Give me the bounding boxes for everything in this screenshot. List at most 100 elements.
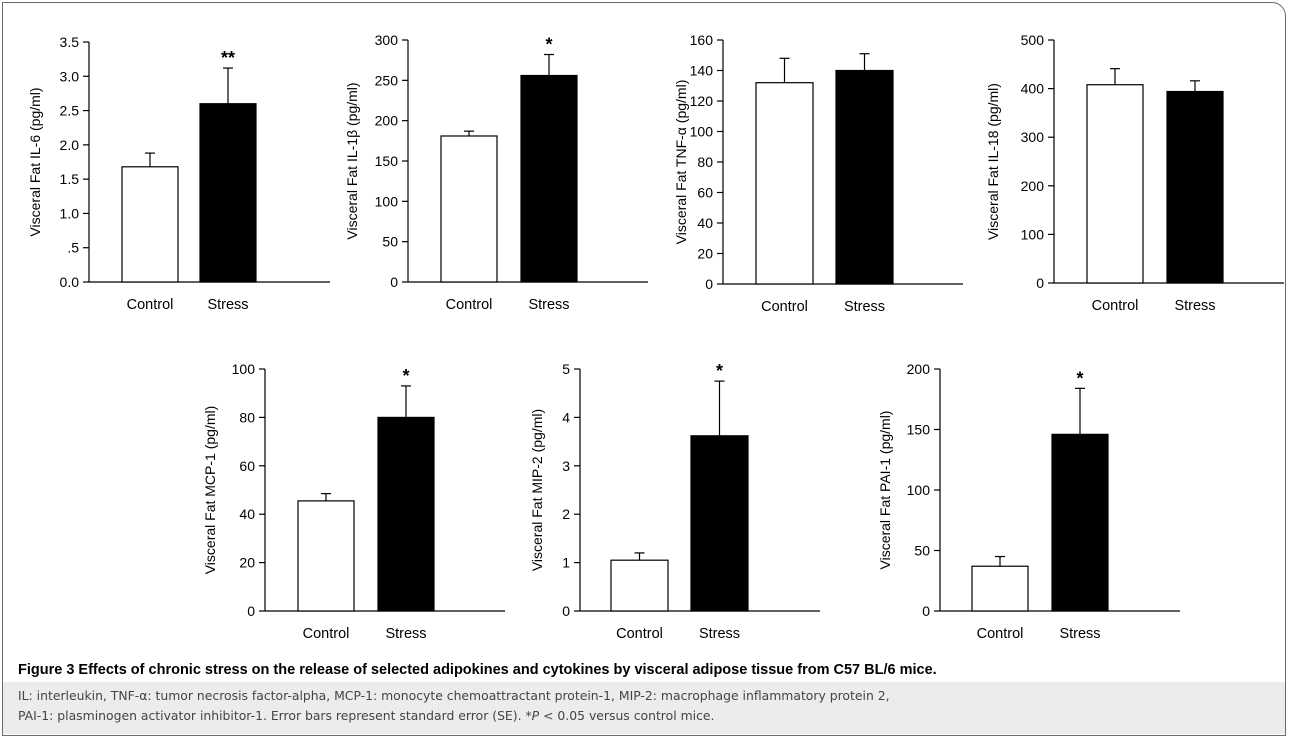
y-tick-label: 20 — [239, 555, 255, 571]
significance-marker: * — [545, 35, 552, 55]
y-tick-label: 0 — [562, 603, 570, 619]
caption-line-2-end: < 0.05 versus control mice. — [539, 708, 715, 723]
y-tick-label: 3.0 — [60, 68, 80, 84]
y-tick-label: 300 — [1021, 129, 1045, 145]
bar-stress — [199, 103, 257, 283]
y-tick-label: 80 — [239, 409, 255, 425]
significance-marker: * — [716, 361, 723, 381]
y-tick-label: 0 — [922, 603, 930, 619]
y-tick-label: 50 — [914, 543, 930, 559]
y-tick-label: 2.0 — [60, 137, 80, 153]
y-tick-label: 20 — [697, 246, 713, 262]
significance-marker: ** — [221, 48, 235, 68]
y-tick-label: 250 — [375, 72, 399, 88]
caption-p-symbol: P — [531, 708, 540, 723]
y-tick-label: 80 — [697, 154, 713, 170]
significance-marker: * — [1076, 368, 1083, 388]
bar-control — [610, 559, 669, 612]
y-tick-label: 100 — [690, 124, 714, 140]
y-axis-label: Visceral Fat MCP-1 (pg/ml) — [202, 406, 218, 575]
y-tick-label: 2.5 — [60, 103, 80, 119]
y-axis-label: Visceral Fat IL-1β (pg/ml) — [344, 82, 360, 239]
y-tick-label: 300 — [375, 32, 399, 48]
x-category-label: Stress — [385, 626, 426, 642]
bar-stress — [690, 435, 749, 612]
y-tick-label: 5 — [562, 361, 570, 377]
y-tick-label: .5 — [67, 240, 79, 256]
chart-panel-7: 0 50 100 150 200 Visceral Fat PAI-1 (pg/ml) Co… — [877, 361, 1180, 642]
y-tick-label: 50 — [382, 234, 398, 250]
y-tick-label: 140 — [690, 63, 714, 79]
x-category-label: Control — [616, 626, 663, 642]
bar-control — [297, 500, 355, 612]
y-axis-label: Visceral Fat IL-18 (pg/ml) — [985, 83, 1001, 240]
y-tick-label: 100 — [907, 482, 931, 498]
y-tick-label: 0.0 — [60, 274, 80, 290]
x-category-label: Control — [977, 626, 1024, 642]
bar-stress — [1051, 433, 1109, 612]
bar-control — [1086, 84, 1144, 284]
x-category-label: Control — [303, 626, 350, 642]
chart-panel-3: 0 20 40 60 80 100 120 140 160 Visceral Fat TNF-α … — [673, 32, 963, 315]
chart-panel-6: 0 1 2 3 4 5 Visceral Fat MIP-2 (pg/ml) Control S… — [529, 361, 820, 642]
x-category-label: Stress — [1174, 298, 1215, 314]
y-tick-label: 150 — [907, 422, 931, 438]
x-category-label: Control — [1092, 298, 1139, 314]
x-category-label: Control — [761, 299, 808, 315]
y-tick-label: 40 — [239, 506, 255, 522]
y-tick-label: 1.0 — [60, 205, 80, 221]
figure-panels: 0.0 .5 1.0 1.5 2.0 2.5 3.0 3.5 Visceral Fat IL-6… — [27, 32, 1284, 642]
x-category-label: Stress — [528, 297, 569, 313]
y-tick-label: 150 — [375, 153, 399, 169]
y-tick-label: 100 — [1021, 226, 1045, 242]
x-category-label: Stress — [207, 297, 248, 313]
x-category-label: Control — [446, 297, 493, 313]
x-category-label: Control — [127, 297, 174, 313]
bar-control — [121, 166, 179, 283]
bar-stress — [835, 69, 894, 285]
bar-control — [755, 82, 814, 285]
caption-line-2: PAI-1: plasminogen activator inhibitor-1… — [18, 706, 1280, 726]
y-tick-label: 3 — [562, 458, 570, 474]
y-tick-label: 3.5 — [60, 34, 80, 50]
y-tick-label: 500 — [1021, 32, 1045, 48]
y-tick-label: 200 — [375, 113, 399, 129]
y-tick-label: 160 — [690, 32, 714, 48]
y-tick-label: 120 — [690, 93, 714, 109]
figure-caption-title: Figure 3 Effects of chronic stress on th… — [18, 662, 937, 678]
bar-stress — [1166, 90, 1224, 284]
figure-caption-body: IL: interleukin, TNF-α: tumor necrosis f… — [18, 686, 1280, 726]
chart-panel-1: 0.0 .5 1.0 1.5 2.0 2.5 3.0 3.5 Visceral Fat IL-6… — [27, 34, 330, 313]
y-tick-label: 0 — [390, 274, 398, 290]
y-tick-label: 60 — [697, 185, 713, 201]
y-axis-label: Visceral Fat TNF-α (pg/ml) — [673, 80, 689, 245]
significance-marker: * — [402, 366, 409, 386]
y-tick-label: 1 — [562, 555, 570, 571]
y-tick-label: 4 — [562, 409, 570, 425]
caption-line-1: IL: interleukin, TNF-α: tumor necrosis f… — [18, 688, 890, 703]
y-tick-label: 400 — [1021, 81, 1045, 97]
y-tick-label: 100 — [375, 193, 399, 209]
y-tick-label: 2 — [562, 506, 570, 522]
chart-panel-5: 0 20 40 60 80 100 Visceral Fat MCP-1 (pg/ml) Co… — [202, 361, 505, 642]
y-axis-label: Visceral Fat PAI-1 (pg/ml) — [877, 411, 893, 570]
x-category-label: Stress — [844, 299, 885, 315]
bar-stress — [377, 416, 435, 612]
y-tick-label: 0 — [705, 276, 713, 292]
bar-stress — [520, 74, 578, 283]
y-tick-label: 0 — [1036, 275, 1044, 291]
y-tick-label: 200 — [1021, 178, 1045, 194]
y-axis-label: Visceral Fat MIP-2 (pg/ml) — [529, 409, 545, 571]
x-category-label: Stress — [699, 626, 740, 642]
y-tick-label: 1.5 — [60, 171, 80, 187]
x-category-label: Stress — [1059, 626, 1100, 642]
bar-control — [440, 135, 498, 283]
y-tick-label: 40 — [697, 215, 713, 231]
y-tick-label: 0 — [247, 603, 255, 619]
y-tick-label: 60 — [239, 458, 255, 474]
caption-background — [3, 682, 1285, 734]
bar-control — [971, 565, 1029, 612]
y-tick-label: 100 — [232, 361, 256, 377]
y-tick-label: 200 — [907, 361, 931, 377]
